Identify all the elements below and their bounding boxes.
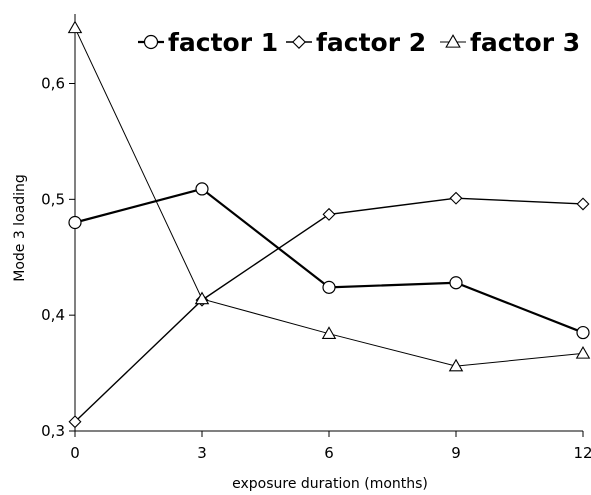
data-point-series-3 — [448, 358, 464, 372]
series-line-2 — [74, 197, 584, 423]
data-point-series-1 — [576, 325, 590, 340]
data-point-series-3 — [194, 291, 210, 305]
y-tick-label: 0,5 — [41, 190, 65, 208]
y-tick-label: 0,4 — [41, 306, 65, 324]
data-point-series-3 — [67, 20, 83, 34]
legend-label: factor 2 — [316, 28, 426, 57]
x-tick-label: 0 — [70, 444, 80, 462]
series-markers — [67, 20, 591, 429]
data-point-series-2 — [449, 191, 463, 205]
y-tick-label: 0,6 — [41, 75, 65, 93]
data-point-series-1 — [195, 182, 209, 196]
data-point-series-2 — [68, 415, 82, 429]
data-point-series-2 — [322, 207, 336, 221]
legend: factor 1 factor 2 factor 3 — [138, 28, 580, 57]
x-tick-label: 12 — [573, 444, 591, 462]
x-axis-title: exposure duration (months) — [232, 476, 428, 492]
x-ticks: 0 3 6 9 12 — [70, 431, 591, 462]
series-line-3 — [74, 27, 584, 367]
legend-label: factor 1 — [168, 28, 278, 57]
data-point-series-3 — [321, 326, 337, 339]
legend-label: factor 3 — [470, 28, 580, 57]
series-lines — [74, 27, 584, 423]
x-tick-label: 9 — [451, 444, 461, 462]
data-point-series-1 — [322, 280, 336, 294]
y-ticks: 0,3 0,4 0,5 0,6 — [41, 75, 75, 440]
legend-marker — [292, 35, 306, 49]
y-axis-title: Mode 3 loading — [12, 174, 28, 282]
x-tick-label: 3 — [197, 444, 207, 462]
data-point-series-3 — [575, 345, 591, 359]
data-point-series-2 — [576, 197, 590, 211]
legend-marker — [143, 34, 159, 50]
data-point-series-1 — [449, 276, 463, 290]
legend-marker — [445, 34, 461, 48]
x-tick-label: 6 — [324, 444, 334, 462]
data-point-series-1 — [68, 215, 82, 230]
y-tick-label: 0,3 — [41, 422, 65, 440]
